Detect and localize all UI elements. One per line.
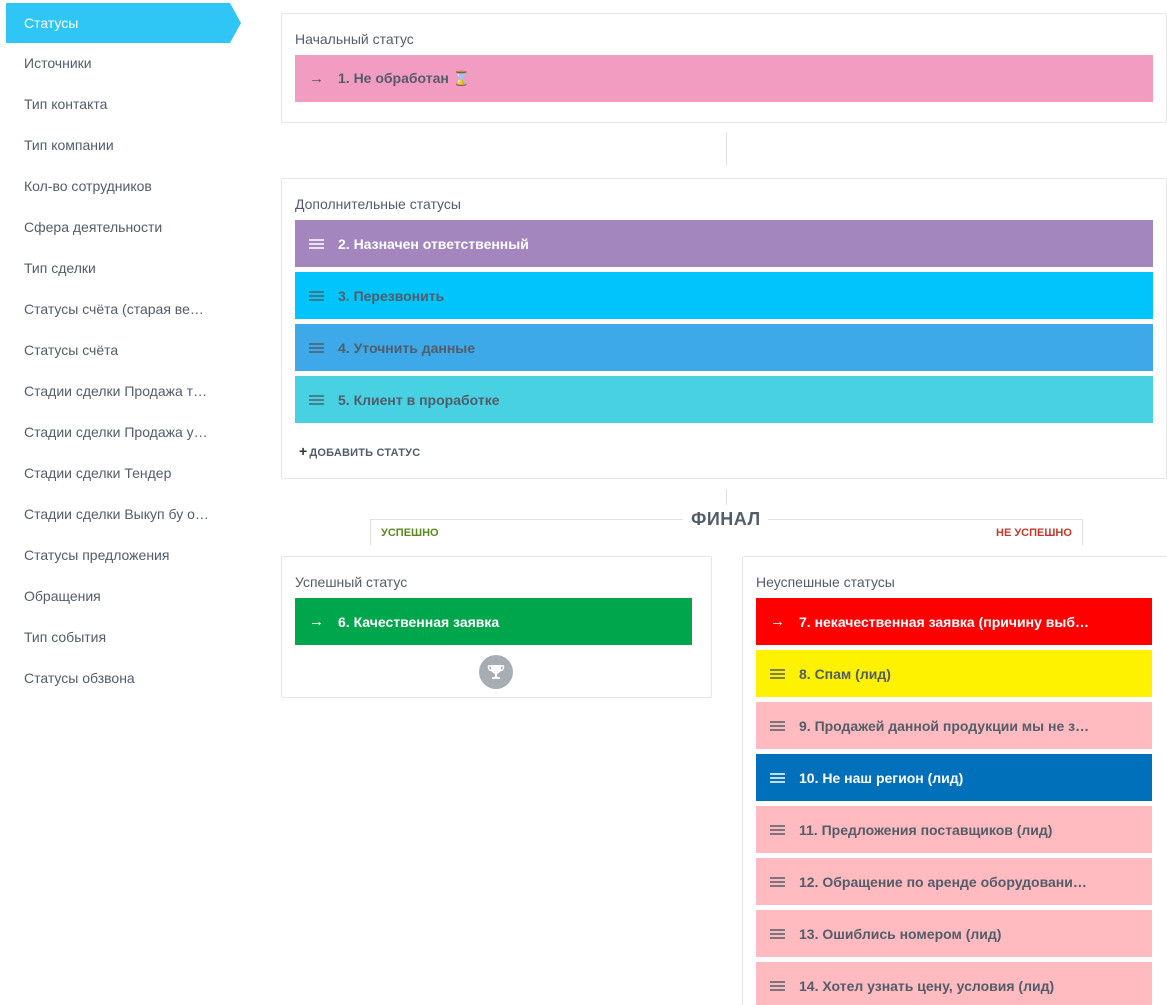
sidebar-item[interactable]: Стадии сделки Выкуп бу о… — [24, 506, 209, 522]
final-title: ФИНАЛ — [691, 509, 761, 529]
sidebar-item[interactable]: Обращения — [24, 588, 101, 604]
initial-status-panel: Начальный статус → 1. Не обработан ⌛ — [281, 13, 1167, 123]
drag-handle-icon[interactable] — [770, 979, 785, 993]
status-row[interactable]: 4. Уточнить данные — [295, 324, 1153, 371]
status-row[interactable]: 11. Предложения поставщиков (лид) — [756, 806, 1152, 853]
sidebar-item[interactable]: Статусы счёта (старая ве… — [24, 301, 204, 317]
drag-handle-icon[interactable] — [770, 771, 785, 785]
status-row[interactable]: 2. Назначен ответственный — [295, 220, 1153, 267]
sidebar-item[interactable]: Статусы обзвона — [24, 670, 135, 686]
sidebar-item[interactable]: Статусы — [6, 3, 241, 43]
status-label: 8. Спам (лид) — [799, 665, 891, 682]
right-arrow-icon: → — [309, 613, 324, 630]
status-label: 11. Предложения поставщиков (лид) — [799, 821, 1053, 838]
status-row[interactable]: 14. Хотел узнать цену, условия (лид) — [756, 962, 1152, 1005]
additional-statuses-panel: Дополнительные статусы 2. Назначен ответ… — [281, 178, 1167, 479]
status-label: 4. Уточнить данные — [338, 339, 476, 356]
sidebar-item[interactable]: Статусы предложения — [24, 547, 170, 563]
initial-status-title: Начальный статус — [295, 31, 414, 47]
right-arrow-icon: → — [309, 70, 324, 87]
drag-handle-icon[interactable] — [309, 393, 324, 407]
success-tag: УСПЕШНО — [381, 527, 439, 539]
status-row-success[interactable]: → 6. Качественная заявка — [295, 598, 692, 645]
sidebar-item[interactable]: Сфера деятельности — [24, 219, 163, 235]
status-label: 7. некачественная заявка (причину выб… — [799, 613, 1089, 630]
sidebar-item[interactable]: Кол-во сотрудников — [24, 178, 152, 194]
success-status-panel: Успешный статус → 6. Качественная заявка — [281, 556, 712, 698]
drag-handle-icon[interactable] — [770, 667, 785, 681]
failure-statuses-title: Неуспешные статусы — [756, 574, 895, 590]
status-row[interactable]: 8. Спам (лид) — [756, 650, 1152, 697]
sidebar-item[interactable]: Источники — [24, 55, 92, 71]
success-status-title: Успешный статус — [295, 574, 408, 590]
trophy-icon — [479, 655, 513, 689]
drag-handle-icon[interactable] — [309, 289, 324, 303]
right-arrow-icon: → — [770, 613, 785, 630]
status-row[interactable]: 13. Ошиблись номером (лид) — [756, 910, 1152, 957]
fail-tag: НЕ УСПЕШНО — [996, 527, 1072, 539]
drag-handle-icon[interactable] — [770, 927, 785, 941]
flow-connector — [726, 132, 727, 166]
status-label: 14. Хотел узнать цену, условия (лид) — [799, 977, 1055, 994]
status-label: 3. Перезвонить — [338, 287, 445, 304]
drag-handle-icon[interactable] — [770, 823, 785, 837]
sidebar-item[interactable]: Стадии сделки Продажа у… — [24, 424, 208, 440]
sidebar-item[interactable]: Тип события — [24, 629, 107, 645]
add-status-label: ДОБАВИТЬ СТАТУС — [309, 447, 421, 459]
status-row[interactable]: 10. Не наш регион (лид) — [756, 754, 1152, 801]
status-label: 9. Продажей данной продукции мы не з… — [799, 717, 1090, 734]
status-label: 1. Не обработан ⌛ — [338, 70, 471, 86]
status-row[interactable]: 5. Клиент в проработке — [295, 376, 1153, 423]
sidebar-item[interactable]: Стадии сделки Тендер — [24, 465, 172, 481]
status-row-initial[interactable]: → 1. Не обработан ⌛ — [295, 55, 1153, 102]
flow-connector-final — [726, 489, 727, 505]
final-divider-right — [768, 519, 1082, 520]
plus-icon: + — [299, 443, 308, 459]
add-status-button[interactable]: + ДОБАВИТЬ СТАТУС — [299, 443, 420, 459]
status-row[interactable]: → 7. некачественная заявка (причину выб… — [756, 598, 1152, 645]
failure-statuses-panel: Неуспешные статусы → 7. некачественная за… — [742, 556, 1167, 1005]
sidebar-item[interactable]: Тип компании — [24, 137, 114, 153]
sidebar-item[interactable]: Тип сделки — [24, 260, 96, 276]
sidebar-item[interactable]: Статусы счёта — [24, 342, 119, 358]
drag-handle-icon[interactable] — [309, 237, 324, 251]
drag-handle-icon[interactable] — [309, 341, 324, 355]
final-divider-left — [370, 519, 683, 520]
status-label: 13. Ошиблись номером (лид) — [799, 925, 1002, 942]
status-row[interactable]: 3. Перезвонить — [295, 272, 1153, 319]
drag-handle-icon[interactable] — [770, 719, 785, 733]
status-row[interactable]: 12. Обращение по аренде оборудовани… — [756, 858, 1152, 905]
status-label: 10. Не наш регион (лид) — [799, 769, 964, 786]
settings-sidebar: Статусы Источники Тип контакта Тип компании… — [6, 3, 242, 699]
drag-handle-icon[interactable] — [770, 875, 785, 889]
status-label: 5. Клиент в проработке — [338, 391, 500, 408]
status-row[interactable]: 9. Продажей данной продукции мы не з… — [756, 702, 1152, 749]
status-label: 2. Назначен ответственный — [338, 235, 529, 252]
additional-statuses-title: Дополнительные статусы — [295, 196, 461, 212]
status-label: 12. Обращение по аренде оборудовани… — [799, 873, 1087, 890]
sidebar-item[interactable]: Тип контакта — [24, 96, 108, 112]
sidebar-item[interactable]: Стадии сделки Продажа т… — [24, 383, 208, 399]
status-label: 6. Качественная заявка — [338, 613, 500, 630]
